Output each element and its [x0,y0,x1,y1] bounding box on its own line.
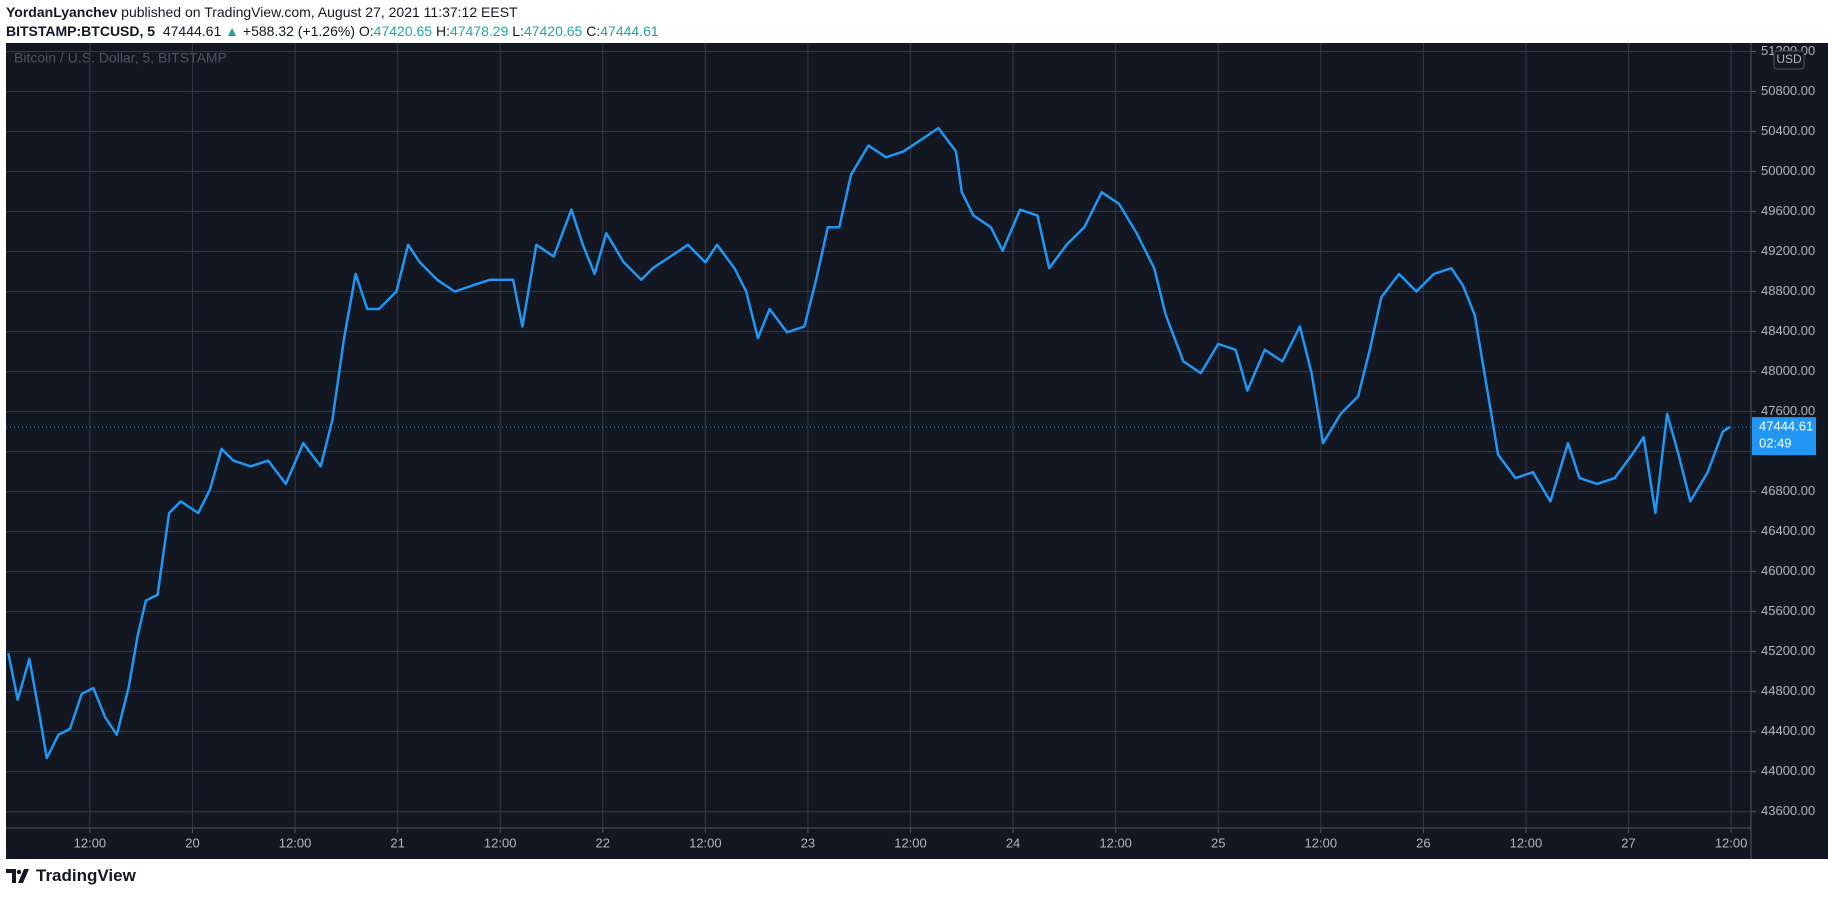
ohlc-value: 47444.61 [600,23,659,39]
y-tick-label: 46800.00 [1761,483,1815,498]
publish-line: YordanLyanchev published on TradingView.… [6,3,659,22]
x-tick-label: 12:00 [894,835,927,850]
x-tick-label: 23 [801,835,815,850]
y-tick-label: 49200.00 [1761,243,1815,258]
ohlc-label: O: [358,23,374,39]
x-tick-label: 12:00 [484,835,517,850]
x-tick-label: 21 [390,835,404,850]
y-tick-label: 49600.00 [1761,203,1815,218]
pane [6,43,1751,859]
y-tick-label: 48800.00 [1761,283,1815,298]
ohlc-value: 47478.29 [449,23,509,39]
currency: USD [1776,52,1802,66]
quote-line: BITSTAMP:BTCUSD, 5 47444.61 ▲ +588.32 (+… [6,22,659,41]
published: published on TradingView.com, August 27,… [121,4,518,20]
y-tick-label: 44000.00 [1761,763,1815,778]
change: +588.32 (+1.26%) [242,23,355,39]
footer: TradingView [6,866,136,886]
ohlc-value: 47420.65 [523,23,583,39]
x-tick-label: 12:00 [1099,835,1132,850]
y-tick-label: 45200.00 [1761,643,1815,658]
author: YordanLyanchev [6,4,118,20]
brand: TradingView [36,866,136,885]
ohlc: O:47420.65 H:47478.29 L:47420.65 C:47444… [359,23,659,39]
y-tick-label: 50000.00 [1761,163,1815,178]
y-tick-label: 44800.00 [1761,683,1815,698]
x-tick-label: 20 [185,835,199,850]
arrow: ▲ [225,23,240,39]
y-tick-label: 47600.00 [1761,403,1815,418]
x-tick-label: 12:00 [1715,835,1748,850]
x-tick-label: 12:00 [279,835,312,850]
y-tick-label: 48400.00 [1761,323,1815,338]
y-tick-label: 45600.00 [1761,603,1815,618]
last-price-box [1752,417,1816,456]
x-tick-label: 24 [1006,835,1020,850]
x-tick-label: 25 [1211,835,1225,850]
ohlc-label: H: [435,23,450,39]
y-tick-label: 43600.00 [1761,803,1815,818]
x-tick-label: 27 [1621,835,1635,850]
currency-box [1773,50,1805,70]
x-tick-label: 12:00 [74,835,107,850]
price-line [7,126,1731,760]
header: YordanLyanchev published on TradingView.… [6,3,659,41]
countdown: 02:49 [1759,436,1792,451]
ohlc-label: L: [512,23,524,39]
logo [6,869,29,883]
ohlc-value: 47420.65 [373,23,433,39]
x-tick-label: 12:00 [1305,835,1338,850]
x-tick-label: 12:00 [1510,835,1543,850]
last-price-label: 47444.61 [1759,419,1813,434]
ohlc-label: C: [586,23,601,39]
x-tick-label: 22 [596,835,610,850]
y-tick-label: 46400.00 [1761,523,1815,538]
symbol: BITSTAMP:BTCUSD, 5 [6,23,156,39]
x-tick-label: 12:00 [689,835,722,850]
y-tick-label: 48000.00 [1761,363,1815,378]
x-tick-label: 26 [1416,835,1430,850]
y-tick-label: 50400.00 [1761,123,1815,138]
y-tick-label: 44400.00 [1761,723,1815,738]
y-tick-label: 50800.00 [1761,83,1815,98]
y-tick-label: 46000.00 [1761,563,1815,578]
price: 47444.61 [162,23,222,39]
series-title: Bitcoin / U.S. Dollar, 5, BITSTAMP [14,50,227,66]
